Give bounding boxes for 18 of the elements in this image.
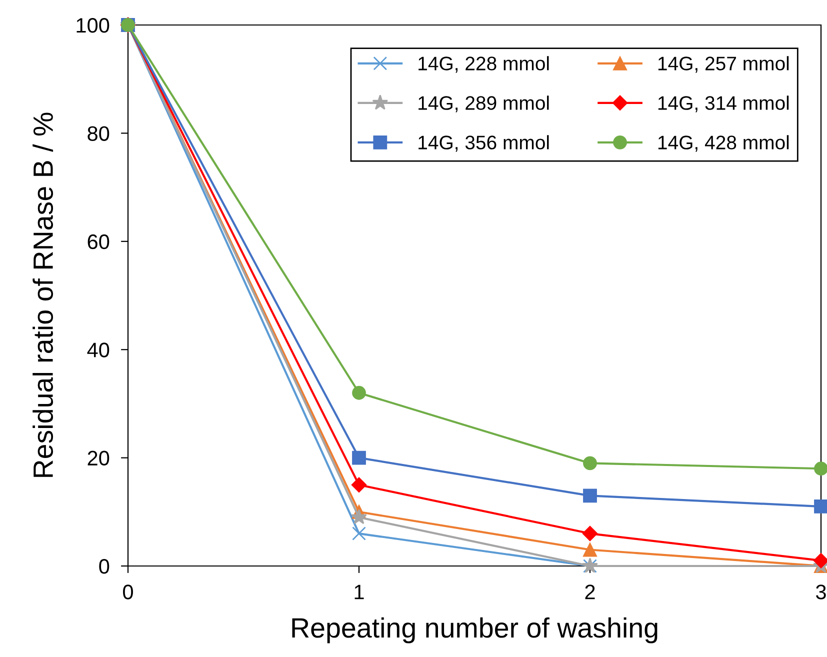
x-tick-label: 0 — [123, 584, 133, 600]
legend-label: 14G, 257 mmol — [658, 56, 789, 73]
legend-label: 14G, 289 mmol — [418, 96, 549, 112]
y-tick-label: 60 — [88, 234, 110, 250]
x-axis-title: Repeating number of washing — [292, 617, 658, 644]
legend-label: 14G, 228 mmol — [418, 56, 549, 73]
x-tick-label: 1 — [354, 584, 364, 600]
y-tick-label: 0 — [99, 559, 110, 574]
y-tick-label: 40 — [87, 342, 110, 358]
y-tick-label: 100 — [76, 18, 110, 33]
y-tick-label: 80 — [88, 126, 110, 141]
legend-label: 14G, 314 mmol — [658, 96, 789, 112]
legend-label: 14G, 356 mmol — [418, 135, 549, 152]
y-axis-title: Residual ratio of RNase B / % — [32, 112, 54, 477]
y-tick-label: 20 — [88, 450, 110, 466]
legend-label: 14G, 428 mmol — [658, 135, 789, 152]
x-tick-label: 3 — [816, 584, 826, 600]
x-tick-label: 2 — [585, 584, 595, 600]
